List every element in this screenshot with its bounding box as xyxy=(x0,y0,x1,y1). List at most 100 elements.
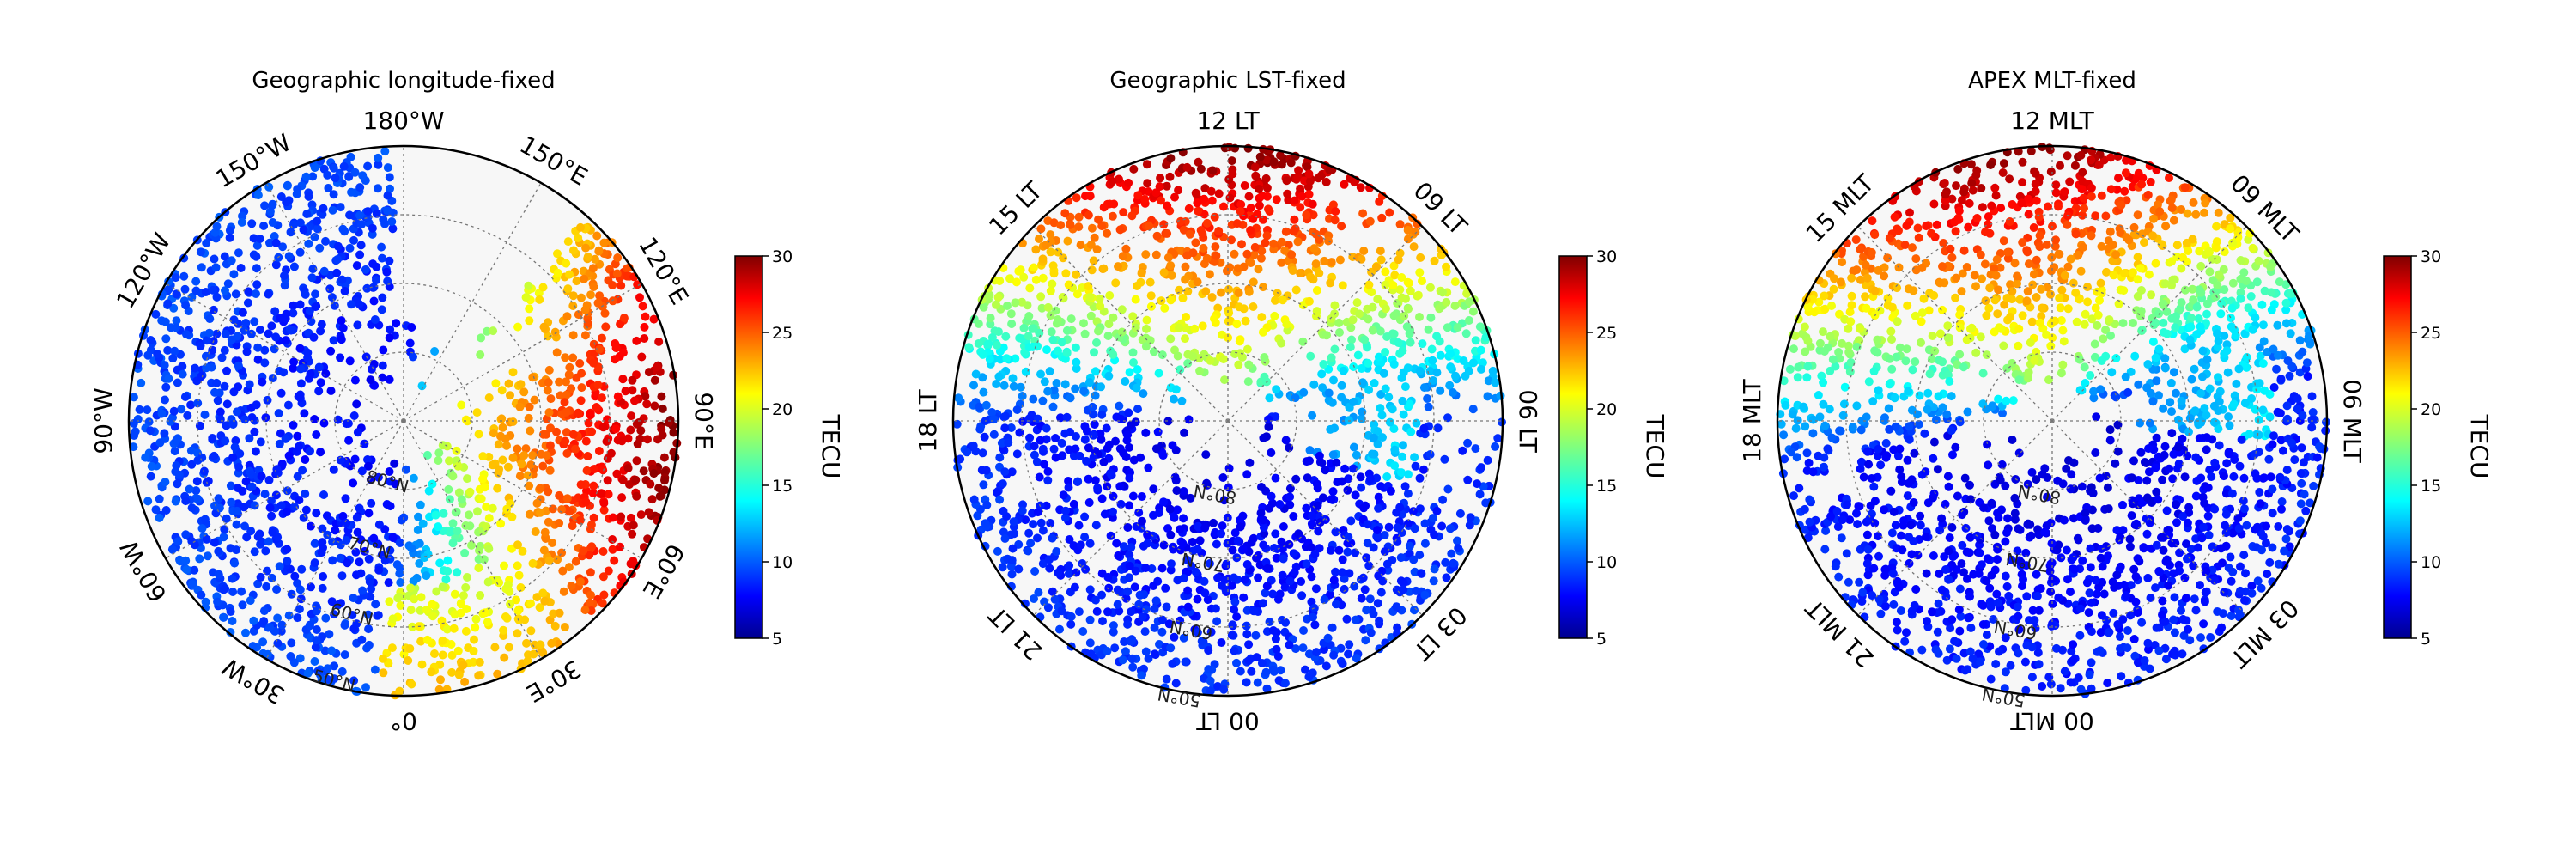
tec-point xyxy=(325,630,334,639)
tec-point xyxy=(1162,674,1171,684)
tec-point xyxy=(1030,594,1038,603)
tec-point xyxy=(1144,463,1153,472)
tec-point xyxy=(1138,612,1147,622)
tec-point xyxy=(632,456,641,466)
tec-point xyxy=(2048,600,2057,609)
tec-point xyxy=(560,398,569,407)
tec-point xyxy=(1408,507,1418,516)
tec-point xyxy=(1249,277,1258,287)
tec-point xyxy=(2010,515,2020,524)
tec-point xyxy=(1340,584,1349,594)
tec-point xyxy=(1080,435,1090,444)
tec-point xyxy=(1945,533,1954,542)
tec-point xyxy=(338,511,348,521)
tec-point xyxy=(295,300,305,309)
tec-point xyxy=(2113,620,2123,629)
tec-point xyxy=(193,494,203,503)
tec-point xyxy=(2281,534,2291,544)
tec-point xyxy=(1402,322,1412,332)
tec-point xyxy=(463,573,471,582)
tec-point xyxy=(1249,302,1258,311)
tec-point xyxy=(181,497,191,506)
tec-point xyxy=(1976,332,1985,342)
tec-point xyxy=(1227,631,1236,640)
tec-point xyxy=(252,280,262,289)
tec-point xyxy=(340,650,349,660)
tec-point xyxy=(587,542,597,551)
tec-point xyxy=(979,302,988,312)
tec-point xyxy=(1362,606,1371,615)
tec-point xyxy=(1085,585,1095,594)
tec-point xyxy=(526,626,536,636)
tec-point xyxy=(472,408,482,417)
tec-point xyxy=(363,610,373,619)
tec-point xyxy=(214,494,223,503)
tec-point xyxy=(210,254,219,264)
tec-point xyxy=(1416,504,1425,514)
tec-point xyxy=(1052,379,1061,387)
tec-point xyxy=(289,220,298,229)
tec-point xyxy=(225,233,234,242)
tec-point xyxy=(1265,393,1274,403)
tec-point xyxy=(428,600,437,609)
tec-point xyxy=(471,623,480,632)
tec-point xyxy=(1137,671,1146,680)
tec-point xyxy=(1228,620,1237,630)
tec-point xyxy=(450,589,459,599)
tec-point xyxy=(283,557,292,566)
tec-point xyxy=(407,679,416,689)
tec-point xyxy=(330,661,339,671)
tec-point xyxy=(992,380,1001,388)
tec-point xyxy=(395,539,404,547)
tec-point xyxy=(2236,562,2245,571)
tec-point xyxy=(213,396,222,405)
tec-point xyxy=(1380,531,1389,539)
tec-point xyxy=(1119,542,1128,551)
tec-point xyxy=(185,484,194,494)
tec-point xyxy=(1999,159,2008,168)
tec-point xyxy=(1056,413,1065,423)
tec-point xyxy=(1969,570,1978,579)
tec-point xyxy=(252,252,261,261)
tec-point xyxy=(1133,405,1142,414)
tec-point xyxy=(1301,665,1309,674)
tec-point xyxy=(558,566,568,576)
tec-point xyxy=(1057,606,1066,616)
tec-point xyxy=(964,343,974,352)
tec-point xyxy=(556,391,565,400)
tec-point xyxy=(293,579,302,588)
tec-point xyxy=(1373,440,1382,448)
tec-point xyxy=(1817,371,1826,381)
tec-point xyxy=(349,478,358,488)
tec-point xyxy=(1320,595,1329,605)
tec-point xyxy=(386,325,395,334)
tec-point xyxy=(331,526,340,535)
tec-point xyxy=(1471,336,1480,345)
tec-point xyxy=(2160,279,2170,289)
tec-point xyxy=(267,321,276,331)
tec-point xyxy=(1085,192,1095,201)
tec-point xyxy=(1138,335,1147,344)
meridian-line xyxy=(403,283,642,422)
tec-point xyxy=(1242,560,1252,569)
tec-point xyxy=(1256,509,1266,518)
tec-point xyxy=(2109,271,2118,280)
tec-point xyxy=(1475,322,1485,332)
tec-point xyxy=(1098,617,1107,626)
tec-point xyxy=(1264,422,1273,431)
tec-point xyxy=(281,434,290,443)
tec-point xyxy=(1018,297,1027,307)
tec-point xyxy=(2058,326,2068,335)
tec-point xyxy=(1230,605,1239,614)
tec-point xyxy=(1977,184,1986,192)
tec-point xyxy=(310,539,319,548)
tec-point xyxy=(1214,227,1224,235)
tec-point xyxy=(2224,412,2233,422)
tec-point xyxy=(1207,293,1217,302)
tec-point xyxy=(395,569,404,578)
tec-point xyxy=(1288,266,1297,275)
tec-point xyxy=(2066,484,2075,494)
tec-point xyxy=(362,283,372,293)
tec-point xyxy=(2160,617,2170,626)
tec-point xyxy=(1267,498,1277,508)
